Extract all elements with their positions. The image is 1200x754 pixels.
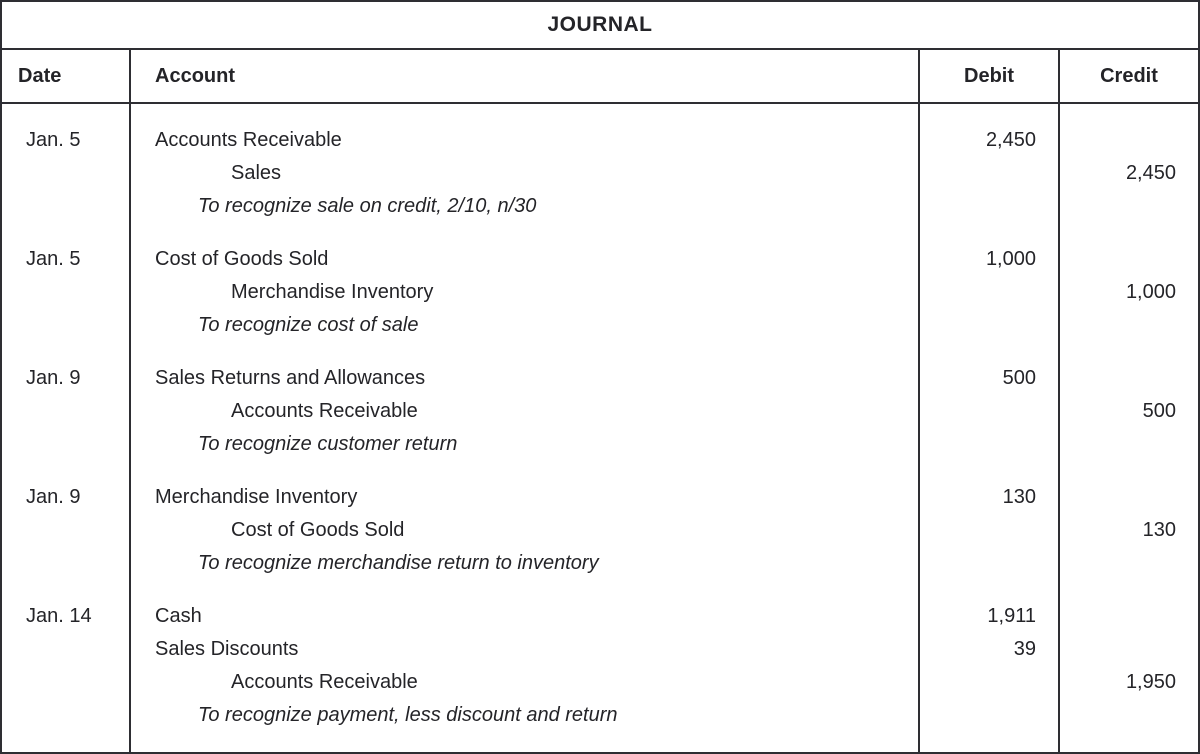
credit-amount-blank <box>1060 481 1198 514</box>
journal-entries: Jan. 5 Accounts Receivable Sales To reco… <box>2 104 1198 752</box>
entry-debit-cell: 1,911 39 <box>920 600 1060 752</box>
entry-debit-cell: 1,000 <box>920 243 1060 362</box>
entry-debit-cell: 2,450 <box>920 104 1060 243</box>
account-line: Merchandise Inventory <box>231 281 434 303</box>
journal-entry: Jan. 9 Merchandise Inventory Cost of Goo… <box>2 481 1198 600</box>
credit-amount-blank <box>1060 124 1198 157</box>
description-line: To recognize customer return <box>198 433 458 455</box>
description-line: To recognize merchandise return to inven… <box>198 552 599 574</box>
credit-amount-blank <box>1060 633 1198 666</box>
credit-amount: 2,450 <box>1125 162 1176 184</box>
column-header-account: Account <box>131 50 920 102</box>
account-line: Cost of Goods Sold <box>155 248 329 270</box>
account-line: Cash <box>155 605 202 627</box>
column-header-date: Date <box>2 50 131 102</box>
debit-amount: 1,000 <box>985 248 1036 270</box>
column-header-debit: Debit <box>920 50 1060 102</box>
credit-amount-blank <box>1060 243 1198 276</box>
debit-amount: 500 <box>1002 367 1036 389</box>
column-header-credit: Credit <box>1100 64 1158 87</box>
entry-account-cell: Sales Returns and Allowances Accounts Re… <box>131 362 920 481</box>
credit-amount: 500 <box>1142 400 1176 422</box>
account-line: Cost of Goods Sold <box>231 519 405 541</box>
account-line: Accounts Receivable <box>231 671 418 693</box>
entry-account-cell: Cost of Goods Sold Merchandise Inventory… <box>131 243 920 362</box>
entry-date-cell: Jan. 14 <box>2 600 131 752</box>
table-header-row: Date Account Debit Credit <box>2 50 1198 104</box>
entry-date: Jan. 5 <box>26 248 81 270</box>
entry-credit-cell: 1,950 <box>1060 600 1198 752</box>
entry-date: Jan. 14 <box>26 605 92 627</box>
entry-account-cell: Merchandise Inventory Cost of Goods Sold… <box>131 481 920 600</box>
entry-account-cell: Cash Sales Discounts Accounts Receivable… <box>131 600 920 752</box>
entry-date: Jan. 9 <box>26 486 81 508</box>
table-title: JOURNAL <box>547 13 653 36</box>
journal-entry: Jan. 14 Cash Sales Discounts Accounts Re… <box>2 600 1198 752</box>
debit-amount: 39 <box>1013 638 1036 660</box>
description-line: To recognize sale on credit, 2/10, n/30 <box>198 195 537 217</box>
account-line: Accounts Receivable <box>231 400 418 422</box>
journal-entry: Jan. 5 Accounts Receivable Sales To reco… <box>2 104 1198 243</box>
entry-date-cell: Jan. 9 <box>2 362 131 481</box>
account-line: Sales Discounts <box>155 638 299 660</box>
entry-date: Jan. 5 <box>26 129 81 151</box>
entry-credit-cell: 1,000 <box>1060 243 1198 362</box>
account-line: Sales Returns and Allowances <box>155 367 426 389</box>
credit-amount: 1,000 <box>1125 281 1176 303</box>
entry-debit-cell: 500 <box>920 362 1060 481</box>
entry-date-cell: Jan. 5 <box>2 243 131 362</box>
entry-credit-cell: 130 <box>1060 481 1198 600</box>
account-line: Merchandise Inventory <box>155 486 358 508</box>
entry-date: Jan. 9 <box>26 367 81 389</box>
entry-debit-cell: 130 <box>920 481 1060 600</box>
table-title-row: JOURNAL <box>2 2 1198 50</box>
debit-amount: 2,450 <box>985 129 1036 151</box>
credit-amount: 130 <box>1142 519 1176 541</box>
entry-date-cell: Jan. 5 <box>2 104 131 243</box>
entry-credit-cell: 2,450 <box>1060 104 1198 243</box>
entry-date-cell: Jan. 9 <box>2 481 131 600</box>
entry-account-cell: Accounts Receivable Sales To recognize s… <box>131 104 920 243</box>
journal-entry: Jan. 9 Sales Returns and Allowances Acco… <box>2 362 1198 481</box>
entry-credit-cell: 500 <box>1060 362 1198 481</box>
credit-amount-blank <box>1060 600 1198 633</box>
credit-amount-blank <box>1060 362 1198 395</box>
description-line: To recognize cost of sale <box>198 314 419 336</box>
debit-amount: 1,911 <box>987 605 1036 627</box>
account-line: Accounts Receivable <box>155 129 342 151</box>
journal-entry: Jan. 5 Cost of Goods Sold Merchandise In… <box>2 243 1198 362</box>
debit-amount: 130 <box>1002 486 1036 508</box>
account-line: Sales <box>231 162 282 184</box>
credit-amount: 1,950 <box>1125 671 1176 693</box>
description-line: To recognize payment, less discount and … <box>198 704 618 726</box>
